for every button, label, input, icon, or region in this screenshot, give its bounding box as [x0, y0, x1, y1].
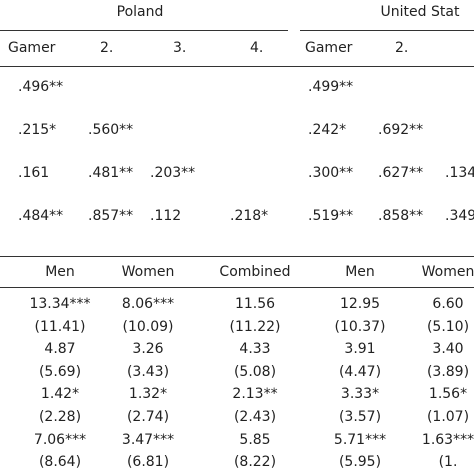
rule [0, 66, 474, 67]
correlation-cell: .496** [18, 79, 64, 95]
mean-cell: (5.08) [233, 363, 277, 380]
group-header: Women [121, 264, 175, 280]
correlation-cell: .349 [445, 208, 474, 224]
mean-cell: (1.07) [426, 409, 470, 425]
mean-cell: 1.32* [128, 386, 168, 403]
rule [0, 30, 288, 31]
correlation-cell: .481** [88, 165, 134, 181]
group-header: Women [421, 264, 474, 280]
correlation-cell: .242* [308, 122, 347, 138]
correlation-cell: .560** [88, 122, 134, 138]
mean-cell: (5.10) [426, 318, 470, 335]
mean-cell: 6.60 [432, 296, 464, 312]
mean-cell: 1.42* [40, 386, 80, 403]
correlation-cell: .692** [378, 122, 424, 138]
column-header: 4. [250, 40, 264, 56]
mean-cell: 4.87 [44, 341, 76, 358]
mean-cell: (3.43) [126, 363, 170, 380]
group-header: Men [345, 264, 375, 280]
column-header: 3. [173, 40, 187, 56]
mean-cell: (8.64) [38, 454, 82, 471]
mean-cell: 8.06*** [121, 296, 175, 312]
mean-cell: 2.13** [232, 386, 278, 403]
column-header: 2. [100, 40, 114, 56]
mean-cell: 3.33* [340, 386, 380, 403]
mean-cell: 12.95 [339, 296, 381, 312]
group-header: Combined [219, 264, 291, 280]
mean-cell: 3.91 [344, 341, 376, 358]
correlation-cell: .161 [18, 165, 50, 181]
rule [0, 256, 474, 257]
correlation-cell: .112 [150, 208, 182, 224]
mean-cell: 1.63*** [421, 431, 474, 448]
mean-cell: (11.22) [229, 318, 281, 335]
mean-cell: (2.28) [38, 409, 82, 425]
correlation-cell: .300** [308, 165, 354, 181]
correlation-cell: .215* [18, 122, 57, 138]
mean-cell: (5.69) [38, 363, 82, 380]
mean-cell: 3.40 [432, 341, 464, 358]
mean-cell: (2.43) [233, 409, 277, 425]
correlation-cell: .203** [150, 165, 196, 181]
mean-cell: (6.81) [126, 454, 170, 471]
mean-cell: 1.56* [428, 386, 468, 403]
mean-cell: 4.33 [239, 341, 271, 358]
mean-cell: (2.74) [126, 409, 170, 425]
mean-cell: (10.37) [334, 318, 386, 335]
mean-cell: 3.26 [132, 341, 164, 358]
column-header: Gamer [8, 40, 56, 56]
correlation-cell: .519** [308, 208, 354, 224]
correlation-cell: .484** [18, 208, 64, 224]
group-header: Men [45, 264, 75, 280]
rule [0, 287, 474, 288]
mean-cell: 5.85 [239, 431, 271, 448]
rule [300, 30, 474, 31]
mean-cell: 13.34*** [29, 296, 91, 312]
correlation-cell: .627** [378, 165, 424, 181]
mean-cell: 7.06*** [33, 431, 87, 448]
mean-cell: (1. [438, 454, 458, 471]
mean-cell: (10.09) [122, 318, 174, 335]
country-header: United Stat [380, 4, 460, 20]
mean-cell: (8.22) [233, 454, 277, 471]
mean-cell: (5.95) [338, 454, 382, 471]
column-header: 2. [395, 40, 409, 56]
mean-cell: (4.47) [338, 363, 382, 380]
correlation-cell: .134 [445, 165, 474, 181]
mean-cell: 11.56 [234, 296, 276, 312]
mean-cell: (11.41) [34, 318, 86, 335]
mean-cell: (3.57) [338, 409, 382, 425]
country-header: Poland [116, 4, 164, 20]
correlation-cell: .857** [88, 208, 134, 224]
mean-cell: 5.71*** [333, 431, 387, 448]
mean-cell: 3.47*** [121, 431, 175, 448]
mean-cell: (3.89) [426, 363, 470, 380]
column-header: Gamer [305, 40, 353, 56]
correlation-cell: .499** [308, 79, 354, 95]
correlation-cell: .218* [230, 208, 269, 224]
correlation-cell: .858** [378, 208, 424, 224]
